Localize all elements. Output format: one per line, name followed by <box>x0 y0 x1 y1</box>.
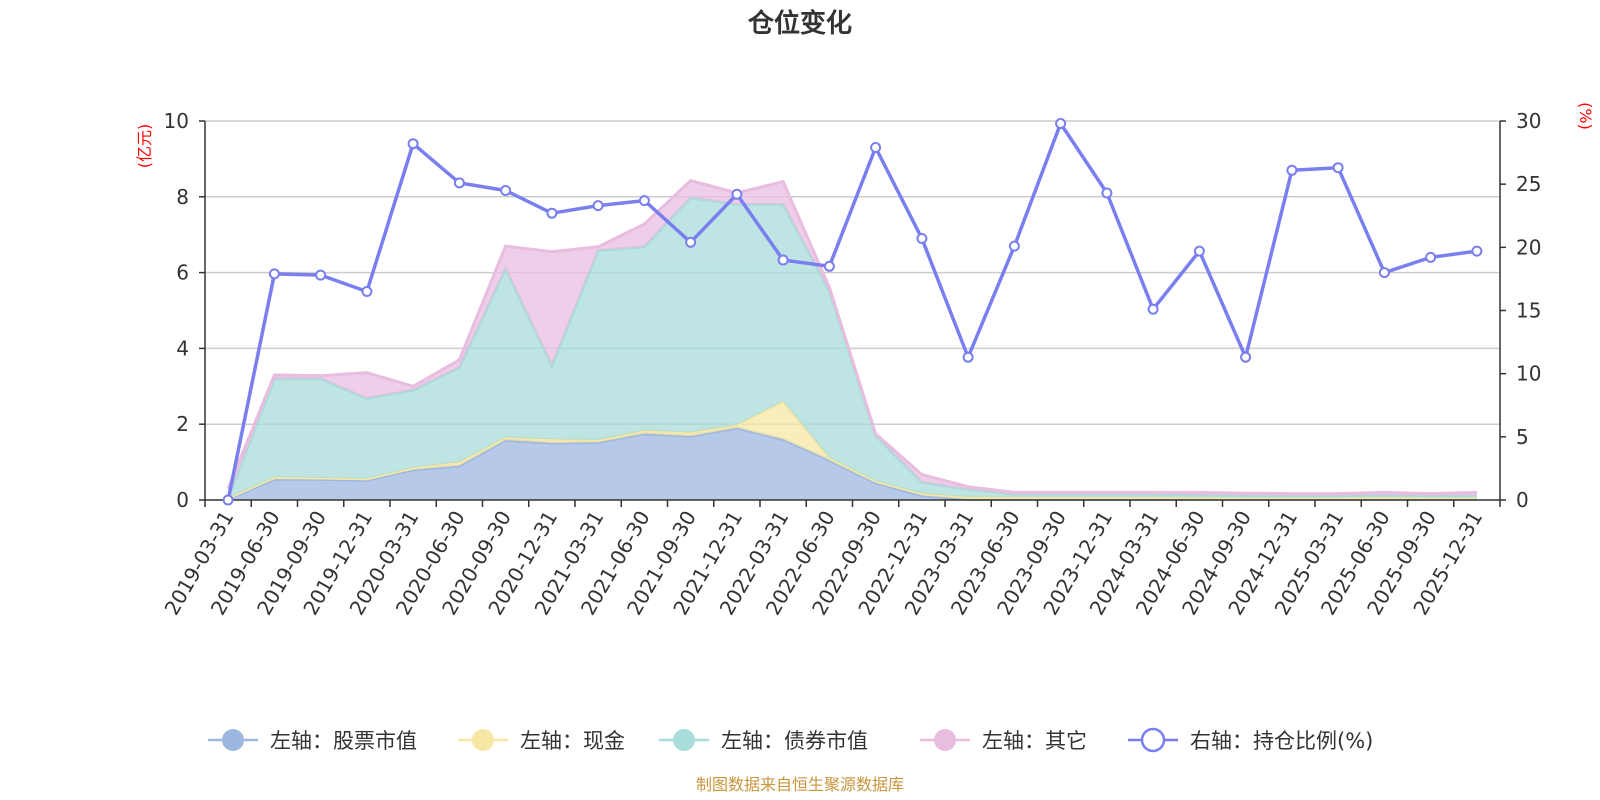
area-edge-series-4 <box>226 178 1477 496</box>
ratio-point <box>500 185 512 196</box>
ratio-point <box>731 188 743 200</box>
right-tick-label: 0 <box>1516 488 1529 512</box>
stacked-areas <box>226 178 1477 501</box>
ratio-point <box>268 268 280 280</box>
ratio-line <box>222 118 1483 506</box>
ratio-point <box>685 236 697 248</box>
legend-marker <box>222 729 244 751</box>
right-tick-label: 20 <box>1516 235 1541 259</box>
legend-label: 左轴：债券市值 <box>721 729 868 753</box>
ratio-point <box>1101 187 1113 199</box>
right-tick-label: 25 <box>1516 172 1541 196</box>
legend-marker <box>472 729 494 751</box>
ratio-point <box>315 269 327 281</box>
legend-label: 左轴：现金 <box>520 729 625 753</box>
right-tick-label: 10 <box>1516 362 1541 386</box>
ratio-point <box>916 233 928 244</box>
ratio-point <box>1008 240 1020 252</box>
area-series-4 <box>228 180 1477 499</box>
left-tick-label: 2 <box>176 412 189 436</box>
left-axis-unit: (亿元) <box>135 124 154 169</box>
ratio-point <box>823 260 835 272</box>
left-tick-label: 0 <box>176 488 189 512</box>
legend-label: 左轴：股票市值 <box>270 729 417 753</box>
source-note: 制图数据来自恒生聚源数据库 <box>696 775 904 794</box>
legend-item-5: 右轴：持仓比例(%) <box>1128 727 1373 753</box>
ratio-point <box>453 177 465 189</box>
legend-marker <box>673 729 695 751</box>
right-tick-label: 5 <box>1516 425 1529 449</box>
ratio-point <box>546 207 558 219</box>
ratio-point <box>1055 118 1067 129</box>
ratio-point <box>870 142 882 153</box>
left-tick-label: 8 <box>176 185 189 209</box>
right-axis-unit: (%) <box>1576 102 1595 130</box>
ratio-line-path <box>226 121 1478 501</box>
chart-title: 仓位变化 <box>747 8 852 39</box>
left-tick-label: 10 <box>164 109 189 133</box>
legend-label: 左轴：其它 <box>982 729 1087 753</box>
ratio-point <box>1378 267 1390 279</box>
legend: 左轴：股票市值 左轴：现金 左轴：债券市值 左轴：其它 右轴：持仓比例(%) <box>208 727 1373 753</box>
legend-item-2: 左轴：现金 <box>458 729 625 753</box>
right-tick-label: 30 <box>1516 109 1541 133</box>
ratio-point <box>777 254 789 266</box>
ratio-point <box>1147 303 1159 315</box>
legend-marker <box>1140 727 1166 753</box>
legend-item-3: 左轴：债券市值 <box>659 729 868 753</box>
left-tick-label: 4 <box>176 336 189 360</box>
ratio-point <box>1240 351 1252 363</box>
ratio-point <box>1193 245 1205 257</box>
ratio-point <box>407 138 419 150</box>
legend-marker <box>934 729 956 751</box>
legend-label: 右轴：持仓比例(%) <box>1190 729 1373 753</box>
ratio-point <box>1332 162 1344 174</box>
area-series-1 <box>228 428 1477 500</box>
ratio-point <box>1286 164 1298 176</box>
ratio-point <box>222 494 234 506</box>
legend-item-4: 左轴：其它 <box>920 729 1087 753</box>
area-series-3 <box>228 197 1477 499</box>
ratio-point <box>638 195 650 207</box>
ratio-point <box>361 286 373 297</box>
legend-item-1: 左轴：股票市值 <box>208 729 417 753</box>
ratio-point <box>1471 245 1483 257</box>
ratio-point <box>592 200 604 212</box>
left-tick-label: 6 <box>176 261 189 285</box>
right-tick-label: 15 <box>1516 299 1541 323</box>
ratio-point <box>962 351 974 363</box>
ratio-point <box>1425 251 1437 263</box>
